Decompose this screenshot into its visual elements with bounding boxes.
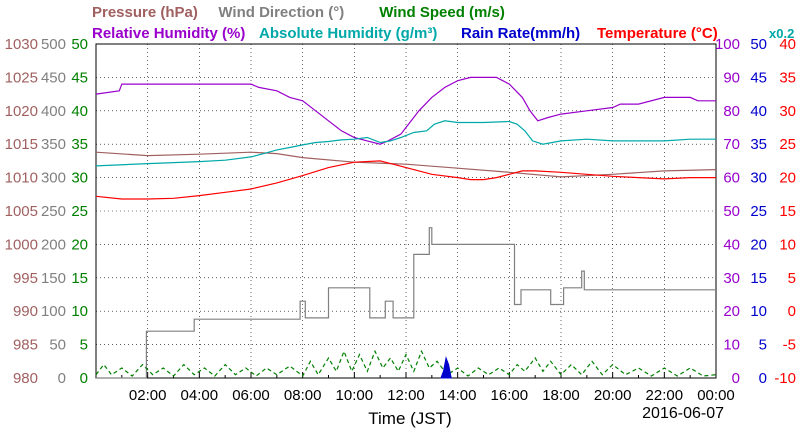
x-tick-label: 20:00	[594, 387, 632, 404]
legend-entry: Relative Humidity (%)	[92, 25, 245, 42]
x-tick-label: 14:00	[439, 387, 477, 404]
x-tick-label: 00:00	[697, 387, 735, 404]
y-tick-label-pressure: 995	[13, 270, 38, 287]
x-tick-label: 08:00	[284, 387, 322, 404]
y-tick-label-relative-humidity: 30	[723, 270, 740, 287]
y-tick-label-rain-rate: 30	[750, 170, 767, 187]
y-tick-label-temperature: 15	[779, 203, 796, 220]
legend-entry: Wind Direction (°)	[218, 4, 344, 21]
y-tick-label-rain-rate: 0	[759, 370, 767, 387]
y-tick-label-wind-direction: 400	[41, 103, 66, 120]
y-tick-label-wind-speed: 0	[80, 370, 88, 387]
legend-entry: x0.2	[769, 26, 794, 41]
series-wind-speed-m-s	[95, 349, 717, 377]
series-temperature-c	[95, 160, 716, 200]
y-tick-label-temperature: -5	[783, 337, 796, 354]
y-tick-label-relative-humidity: 0	[732, 370, 740, 387]
y-tick-label-wind-speed: 25	[71, 203, 88, 220]
y-tick-label-rain-rate: 10	[750, 303, 767, 320]
x-tick-label: 04:00	[181, 387, 219, 404]
y-tick-label-wind-direction: 150	[41, 270, 66, 287]
chart-date: 2016-06-07	[642, 405, 724, 422]
y-tick-label-relative-humidity: 10	[723, 337, 740, 354]
y-tick-label-rain-rate: 35	[750, 136, 767, 153]
y-tick-label-pressure: 1010	[5, 170, 38, 187]
series-relative-humidity	[95, 76, 716, 145]
y-tick-label-relative-humidity: 50	[723, 203, 740, 220]
series-absolute-humidity-g-m	[95, 120, 716, 167]
y-tick-label-wind-direction: 500	[41, 36, 66, 53]
y-tick-label-temperature: 10	[779, 236, 796, 253]
y-tick-label-wind-direction: 250	[41, 203, 66, 220]
series-rain-rate	[440, 356, 452, 379]
y-tick-label-pressure: 1025	[5, 69, 38, 86]
y-tick-label-wind-direction: 100	[41, 303, 66, 320]
y-tick-label-wind-direction: 50	[49, 337, 66, 354]
x-tick-label: 10:00	[336, 387, 374, 404]
y-tick-label-relative-humidity: 40	[723, 236, 740, 253]
x-tick-label: 18:00	[542, 387, 580, 404]
y-tick-label-pressure: 1000	[5, 236, 38, 253]
y-tick-label-pressure: 1015	[5, 136, 38, 153]
y-tick-label-pressure: 1005	[5, 203, 38, 220]
y-tick-label-pressure: 980	[13, 370, 38, 387]
y-tick-label-relative-humidity: 70	[723, 136, 740, 153]
legend-entry: Rain Rate(mm/h)	[461, 25, 580, 42]
y-tick-label-rain-rate: 5	[759, 337, 767, 354]
y-tick-label-wind-speed: 15	[71, 270, 88, 287]
legend-entry: Absolute Humidity (g/m³)	[259, 25, 437, 42]
y-tick-label-relative-humidity: 60	[723, 170, 740, 187]
y-tick-label-rain-rate: 15	[750, 270, 767, 287]
y-tick-label-temperature: 20	[779, 170, 796, 187]
y-tick-label-rain-rate: 25	[750, 203, 767, 220]
legend-entry: Temperature (°C)	[597, 25, 718, 42]
x-tick-label: 06:00	[232, 387, 270, 404]
series-wind-direction	[96, 227, 716, 379]
legend-entry: Wind Speed (m/s)	[379, 4, 505, 21]
y-tick-label-wind-direction: 0	[58, 370, 66, 387]
y-tick-label-rain-rate: 20	[750, 236, 767, 253]
y-tick-label-temperature: 35	[779, 69, 796, 86]
y-tick-label-pressure: 985	[13, 337, 38, 354]
x-tick-label: 16:00	[491, 387, 529, 404]
y-tick-label-relative-humidity: 100	[715, 36, 740, 53]
y-tick-label-pressure: 1020	[5, 103, 38, 120]
y-tick-label-temperature: 5	[788, 270, 796, 287]
y-tick-label-pressure: 990	[13, 303, 38, 320]
legend-entry: Pressure (hPa)	[92, 4, 198, 21]
y-tick-label-temperature: 30	[779, 103, 796, 120]
series-pressure-hpa	[95, 151, 717, 178]
y-tick-label-wind-speed: 35	[71, 136, 88, 153]
y-tick-label-wind-direction: 300	[41, 170, 66, 187]
y-tick-label-relative-humidity: 90	[723, 69, 740, 86]
y-tick-label-wind-speed: 30	[71, 170, 88, 187]
y-tick-label-wind-direction: 450	[41, 69, 66, 86]
y-tick-label-wind-direction: 200	[41, 236, 66, 253]
x-tick-label: 22:00	[646, 387, 684, 404]
y-tick-label-relative-humidity: 80	[723, 103, 740, 120]
y-tick-label-wind-speed: 50	[71, 36, 88, 53]
y-tick-label-temperature: 25	[779, 136, 796, 153]
y-tick-label-wind-speed: 10	[71, 303, 88, 320]
y-tick-label-wind-direction: 350	[41, 136, 66, 153]
y-tick-label-temperature: 0	[788, 303, 796, 320]
x-tick-label: 12:00	[387, 387, 425, 404]
x-tick-label: 02:00	[129, 387, 167, 404]
y-tick-label-pressure: 1030	[5, 36, 38, 53]
y-tick-label-relative-humidity: 20	[723, 303, 740, 320]
y-tick-label-wind-speed: 20	[71, 236, 88, 253]
y-tick-label-rain-rate: 50	[750, 36, 767, 53]
y-tick-label-wind-speed: 5	[80, 337, 88, 354]
x-axis-label: Time (JST)	[368, 409, 451, 428]
y-tick-label-temperature: -10	[774, 370, 796, 387]
y-tick-label-rain-rate: 45	[750, 69, 767, 86]
y-tick-label-rain-rate: 40	[750, 103, 767, 120]
y-tick-label-temperature: 40	[779, 36, 796, 53]
y-tick-label-wind-speed: 40	[71, 103, 88, 120]
y-tick-label-wind-speed: 45	[71, 69, 88, 86]
